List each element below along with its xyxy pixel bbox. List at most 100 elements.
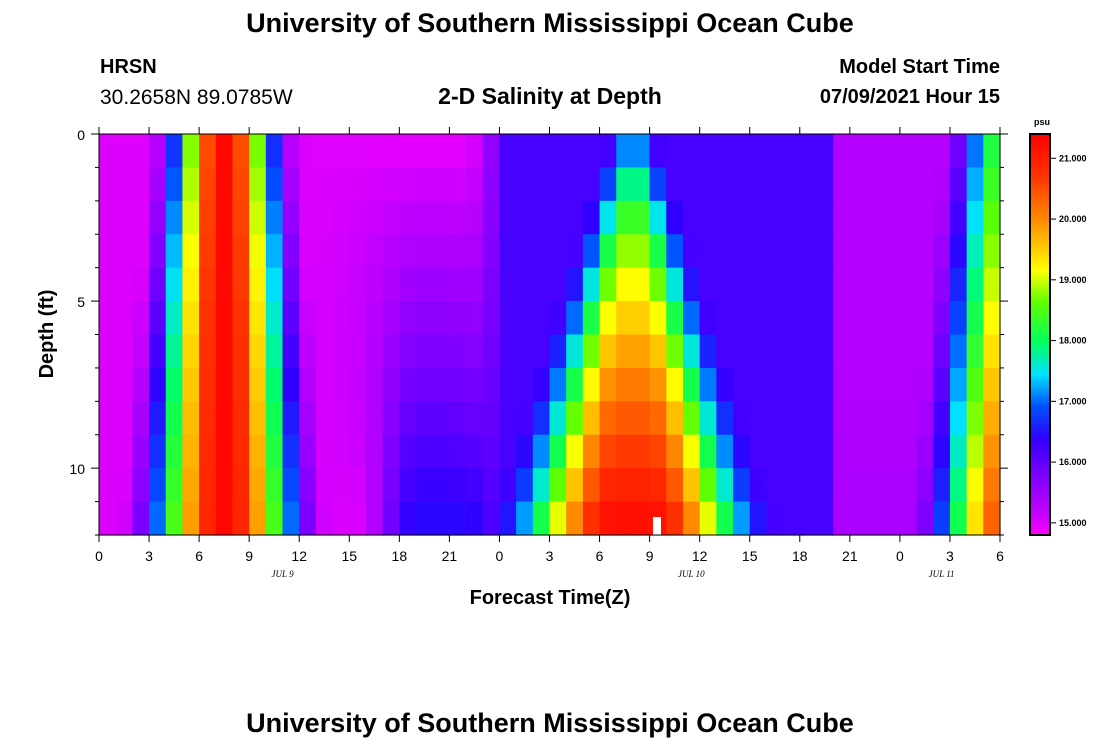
heatmap-cell xyxy=(566,167,584,202)
heatmap-cell xyxy=(115,200,133,235)
heatmap-cell xyxy=(315,501,334,536)
heatmap-cell xyxy=(783,200,801,235)
heatmap-cell xyxy=(432,334,450,369)
heatmap-cell xyxy=(582,167,601,202)
heatmap-cell xyxy=(983,501,1001,536)
heatmap-cell xyxy=(566,501,584,536)
heatmap-cell xyxy=(399,267,417,302)
heatmap-cell xyxy=(749,501,768,536)
heatmap-cell xyxy=(532,501,551,536)
heatmap-cell xyxy=(399,167,417,202)
heatmap-cell xyxy=(766,234,784,269)
heatmap-cell xyxy=(649,367,667,402)
heatmap-cell xyxy=(215,334,234,369)
heatmap-cell xyxy=(816,134,834,169)
heatmap-cell xyxy=(115,468,133,503)
heatmap-cell xyxy=(199,267,217,302)
heatmap-cell xyxy=(466,134,484,169)
heatmap-cell xyxy=(833,234,851,269)
heatmap-cell xyxy=(816,401,834,436)
heatmap-cell xyxy=(666,267,684,302)
heatmap-cell xyxy=(365,434,384,469)
heatmap-cell xyxy=(416,401,434,436)
heatmap-cell xyxy=(449,134,467,169)
heatmap-cell xyxy=(432,367,450,402)
heatmap-cell xyxy=(232,501,250,536)
heatmap-cell xyxy=(532,200,551,235)
heatmap-cell xyxy=(949,167,968,202)
heatmap-cell xyxy=(449,468,467,503)
heatmap-cell xyxy=(733,267,751,302)
heatmap-cell xyxy=(983,200,1001,235)
heatmap-cell xyxy=(966,434,984,469)
colorbar-tick-label: 17.000 xyxy=(1059,396,1087,406)
heatmap-cell xyxy=(616,134,634,169)
heatmap-cell xyxy=(99,301,117,336)
heatmap-cell xyxy=(566,234,584,269)
heatmap-cell xyxy=(866,434,884,469)
heatmap-cell xyxy=(232,267,250,302)
heatmap-cell xyxy=(816,367,834,402)
heatmap-cell xyxy=(733,301,751,336)
heatmap-cell xyxy=(332,501,350,536)
heatmap-cell xyxy=(833,301,851,336)
heatmap-cell xyxy=(182,434,200,469)
heatmap-cell xyxy=(532,334,551,369)
heatmap-cell xyxy=(315,134,334,169)
heatmap-cell xyxy=(315,234,334,269)
heatmap-cell xyxy=(766,167,784,202)
heatmap-cell xyxy=(649,134,667,169)
heatmap-cell xyxy=(516,468,534,503)
x-tick-label: 18 xyxy=(392,548,408,564)
heatmap-cell xyxy=(666,134,684,169)
heatmap-cell xyxy=(149,367,167,402)
heatmap-cell xyxy=(783,401,801,436)
heatmap-cell xyxy=(282,301,300,336)
colorbar-tick-label: 18.000 xyxy=(1059,336,1087,346)
heatmap-cell xyxy=(215,501,234,536)
heatmap-cell xyxy=(265,234,284,269)
heatmap-cell xyxy=(532,401,551,436)
heatmap-cell xyxy=(215,234,234,269)
heatmap-cell xyxy=(949,434,968,469)
heatmap-cell xyxy=(165,334,184,369)
heatmap-cell xyxy=(933,234,951,269)
heatmap-cell xyxy=(549,334,567,369)
heatmap-cell xyxy=(265,267,284,302)
heatmap-cell xyxy=(432,501,450,536)
heatmap-cell xyxy=(616,434,634,469)
heatmap-cell xyxy=(783,367,801,402)
heatmap-cell xyxy=(649,401,667,436)
heatmap-cell xyxy=(199,134,217,169)
heatmap-cell xyxy=(199,167,217,202)
x-tick-label: 6 xyxy=(596,548,604,564)
heatmap-cell xyxy=(716,134,734,169)
heatmap-cell xyxy=(549,468,567,503)
heatmap-cell xyxy=(949,401,968,436)
y-tick-label: 0 xyxy=(77,127,85,143)
heatmap-cell xyxy=(182,334,200,369)
heatmap-cell xyxy=(566,334,584,369)
heatmap-cell xyxy=(482,167,501,202)
heatmap-cell xyxy=(582,334,601,369)
heatmap-cell xyxy=(149,167,167,202)
heatmap-cell xyxy=(716,401,734,436)
heatmap-cell xyxy=(716,267,734,302)
heatmap-cell xyxy=(549,200,567,235)
heatmap-cell xyxy=(916,434,934,469)
heatmap-cell xyxy=(699,200,717,235)
heatmap-cell xyxy=(966,301,984,336)
heatmap-cell xyxy=(265,301,284,336)
y-axis: 0 5 10 xyxy=(69,127,1008,536)
heatmap-cell xyxy=(265,167,284,202)
heatmap-cell xyxy=(349,234,367,269)
heatmap-cell xyxy=(866,267,884,302)
heatmap-cell xyxy=(682,267,701,302)
heatmap-cell xyxy=(482,134,501,169)
x-tick-label: 9 xyxy=(646,548,654,564)
heatmap-cell xyxy=(549,134,567,169)
heatmap-cell xyxy=(215,267,234,302)
heatmap-cell xyxy=(99,334,117,369)
heatmap-cell xyxy=(632,134,651,169)
heatmap-cell xyxy=(632,334,651,369)
